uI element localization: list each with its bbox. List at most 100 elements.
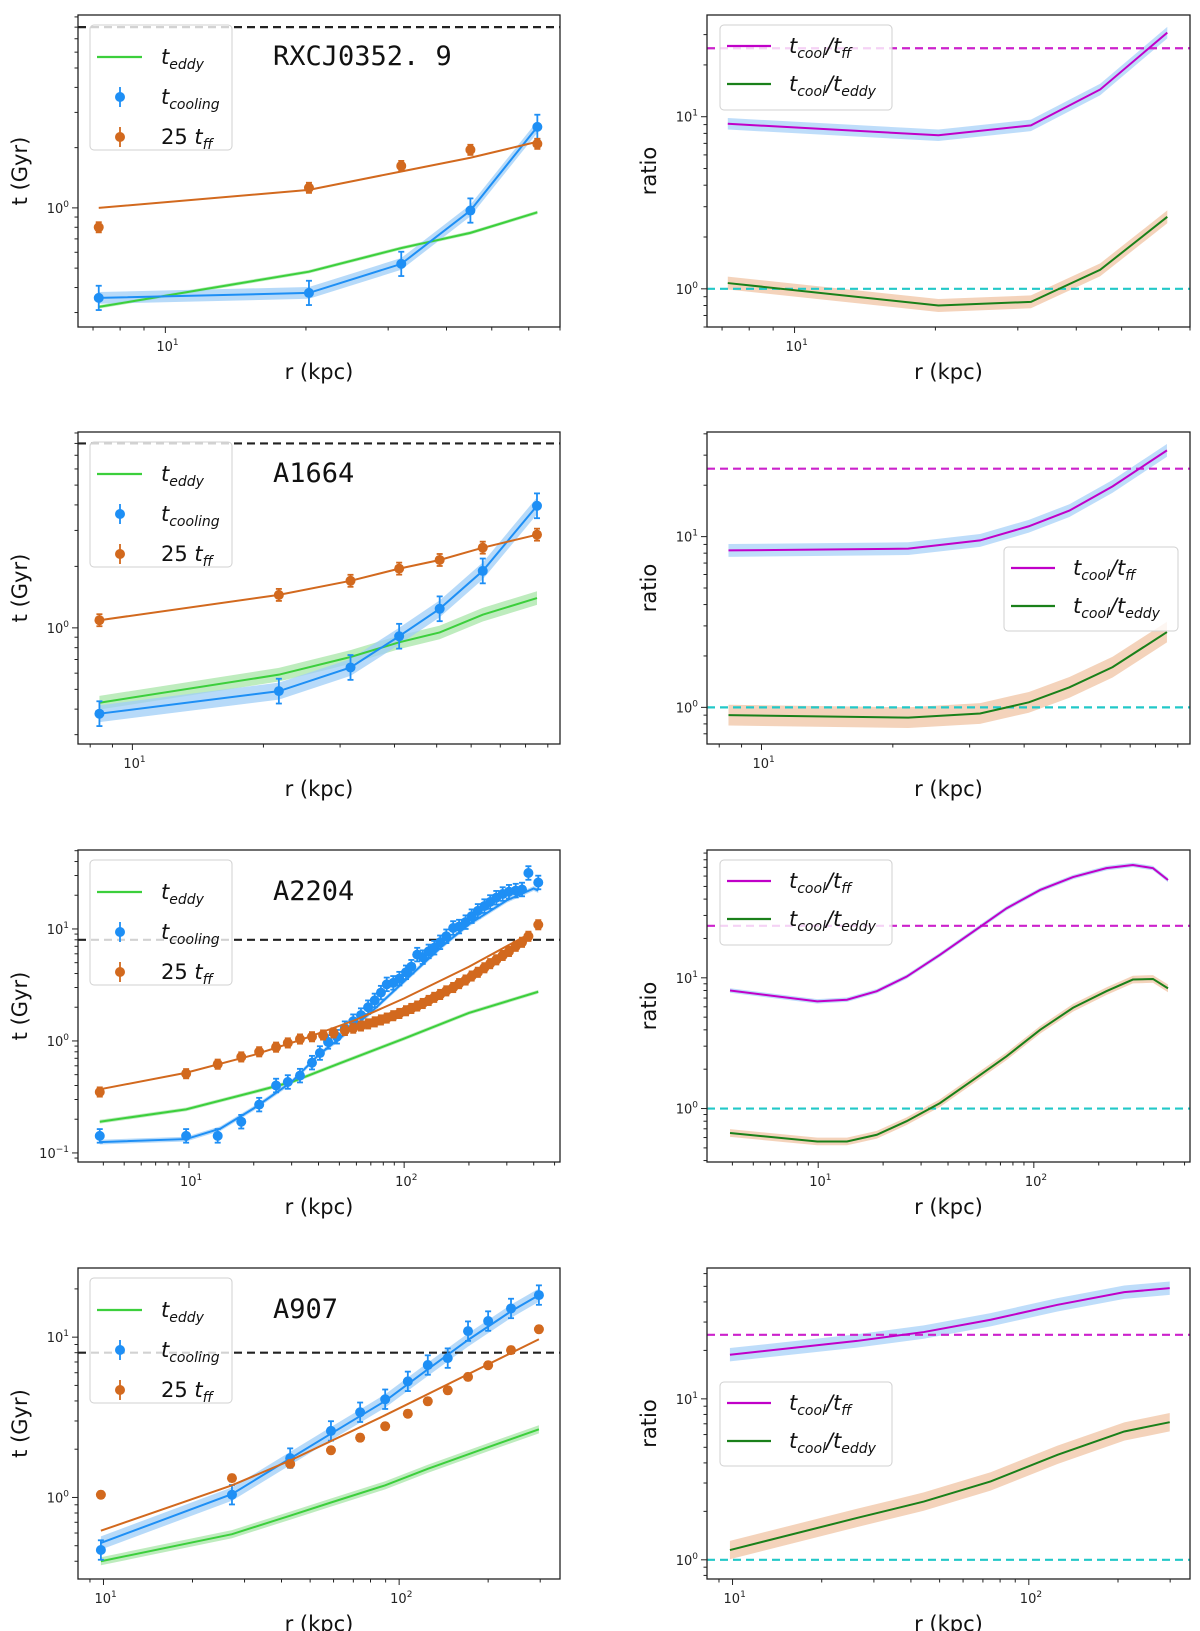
legend-subscript: ff bbox=[203, 554, 215, 570]
tick-exponent: 1 bbox=[140, 755, 146, 765]
marker bbox=[294, 1034, 305, 1045]
confidence-band bbox=[729, 1281, 1170, 1362]
legend-subscript: ff bbox=[841, 1403, 853, 1419]
marker bbox=[226, 1489, 237, 1500]
legend-subscript: cooling bbox=[169, 97, 219, 113]
marker bbox=[254, 1099, 265, 1110]
legend-text-part: t bbox=[789, 1391, 798, 1415]
legend-entry: tcool/tff bbox=[1011, 556, 1137, 584]
y-axis-label: ratio bbox=[637, 1399, 661, 1447]
data-point bbox=[533, 919, 544, 931]
panel-title: A2204 bbox=[273, 876, 354, 907]
legend-subscript: ff bbox=[841, 881, 853, 897]
legend-marker-icon bbox=[115, 1385, 125, 1395]
x-axis-label: r (kpc) bbox=[914, 777, 983, 801]
data-point bbox=[294, 1067, 305, 1084]
plot-area bbox=[707, 443, 1190, 729]
tick-exponent: 0 bbox=[63, 1033, 69, 1043]
legend-label: teddy bbox=[161, 45, 205, 73]
legend-subscript: cool bbox=[797, 1403, 826, 1419]
y-tick-label: 100 bbox=[676, 1552, 699, 1569]
tick-exponent: 1 bbox=[692, 109, 698, 119]
tick-base: 10 bbox=[94, 1592, 111, 1607]
marker bbox=[314, 1048, 325, 1059]
data-point bbox=[271, 1041, 282, 1053]
marker bbox=[533, 877, 544, 888]
data-point bbox=[465, 143, 476, 156]
marker bbox=[394, 563, 405, 574]
data-point bbox=[442, 1347, 453, 1369]
data-point bbox=[477, 540, 488, 555]
legend-label: 25 tff bbox=[161, 125, 215, 153]
tick-base: 10 bbox=[724, 1592, 741, 1607]
y-tick-label: 100 bbox=[676, 1101, 699, 1118]
y-axis-label: ratio bbox=[637, 147, 661, 195]
marker bbox=[328, 1027, 339, 1038]
series-line bbox=[99, 990, 539, 1123]
marker bbox=[285, 1458, 296, 1469]
legend-text-part: t bbox=[161, 502, 170, 526]
legend-subscript: cool bbox=[797, 881, 826, 897]
data-point bbox=[339, 1024, 350, 1037]
data-point bbox=[422, 1396, 433, 1407]
legend-subscript: eddy bbox=[169, 57, 204, 73]
tick-base: 10 bbox=[39, 1147, 56, 1162]
marker bbox=[93, 222, 104, 233]
data-point bbox=[348, 1022, 359, 1034]
y-tick-label: 100 bbox=[47, 200, 70, 217]
legend-marker-icon bbox=[115, 927, 125, 937]
marker bbox=[402, 1408, 413, 1419]
data-point bbox=[434, 553, 445, 567]
panel-title: A1664 bbox=[273, 458, 354, 489]
data-point bbox=[523, 865, 534, 881]
legend-text-part: t bbox=[161, 45, 170, 69]
x-tick-label: 101 bbox=[123, 755, 145, 772]
marker bbox=[532, 138, 543, 149]
axes-frame bbox=[77, 1267, 561, 1580]
legend-label: tcooling bbox=[161, 502, 220, 530]
tick-base: 10 bbox=[390, 1592, 407, 1607]
tick-exponent: 1 bbox=[692, 529, 698, 539]
marker bbox=[441, 931, 452, 942]
legend-text-part: t bbox=[789, 1429, 798, 1453]
tick-exponent: 2 bbox=[1041, 1173, 1047, 1183]
series-line bbox=[729, 1421, 1170, 1552]
y-tick-label: 101 bbox=[676, 970, 698, 987]
series-line bbox=[729, 1287, 1170, 1356]
y-axis-label: t (Gyr) bbox=[8, 554, 32, 623]
axes-frame bbox=[77, 431, 561, 745]
legend-entry: teddy bbox=[97, 880, 205, 908]
marker bbox=[402, 1376, 413, 1387]
panel-title: RXCJ0352. 9 bbox=[273, 41, 452, 72]
y-axis-label: ratio bbox=[637, 564, 661, 612]
data-point bbox=[396, 250, 407, 277]
data-point bbox=[181, 1128, 192, 1144]
confidence-band bbox=[727, 210, 1168, 312]
data-point bbox=[345, 654, 356, 681]
legend-entry: tcool/teddy bbox=[727, 907, 877, 935]
tick-exponent: 1 bbox=[826, 1173, 832, 1183]
marker bbox=[181, 1068, 192, 1079]
x-tick-label: 101 bbox=[180, 1173, 202, 1190]
plot-area bbox=[707, 1281, 1190, 1561]
tick-exponent: 0 bbox=[692, 699, 698, 709]
tick-exponent: 2 bbox=[407, 1590, 413, 1600]
legend-text-part: 25 bbox=[161, 542, 194, 566]
tick-base: 10 bbox=[156, 340, 173, 355]
data-point bbox=[355, 1432, 366, 1443]
legend-label: tcool/teddy bbox=[789, 907, 877, 935]
tick-base: 10 bbox=[676, 701, 693, 716]
y-tick-label: 100 bbox=[676, 699, 699, 716]
marker bbox=[506, 1345, 517, 1356]
legend-text-part: 25 bbox=[161, 1378, 194, 1402]
y-tick-label: 10−1 bbox=[39, 1145, 69, 1162]
data-point bbox=[441, 928, 452, 944]
legend-text-part: t bbox=[161, 1338, 170, 1362]
data-point bbox=[94, 1128, 105, 1144]
marker bbox=[380, 1421, 391, 1432]
